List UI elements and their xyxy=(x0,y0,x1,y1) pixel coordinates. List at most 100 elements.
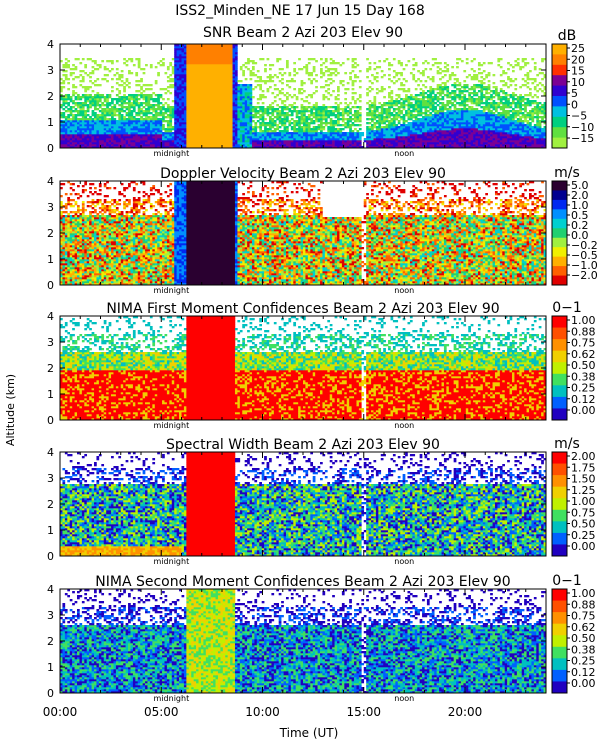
heatmap-cell xyxy=(528,265,532,268)
heatmap-cell xyxy=(81,78,85,81)
heatmap-cell xyxy=(249,140,253,143)
heatmap-cell xyxy=(429,114,433,117)
heatmap-cell xyxy=(524,279,527,282)
heatmap-cell xyxy=(242,120,250,123)
heatmap-cell xyxy=(266,146,270,149)
heatmap-cell xyxy=(179,124,182,127)
heatmap-cell xyxy=(152,110,156,113)
heatmap-cell xyxy=(356,98,360,101)
heatmap-cell xyxy=(132,271,139,274)
heatmap-cell xyxy=(490,279,493,282)
heatmap-cell xyxy=(431,100,435,103)
heatmap-cell xyxy=(60,263,68,266)
heatmap-cell xyxy=(315,279,318,282)
heatmap-cell xyxy=(490,116,496,119)
heatmap-cell xyxy=(115,100,122,103)
heatmap-cell xyxy=(137,275,146,278)
heatmap-cell xyxy=(176,96,180,99)
heatmap-cell xyxy=(247,58,250,61)
heatmap-cell xyxy=(490,263,493,266)
heatmap-cell xyxy=(237,110,241,113)
heatmap-cell xyxy=(232,144,236,147)
heatmap-cell xyxy=(74,76,80,79)
heatmap-cell xyxy=(383,277,386,280)
heatmap-cell xyxy=(239,94,243,97)
heatmap-cell xyxy=(123,100,126,103)
heatmap-cell xyxy=(436,283,440,286)
heatmap-cell xyxy=(412,138,416,141)
heatmap-cell xyxy=(344,265,348,268)
heatmap-cell xyxy=(451,273,459,276)
heatmap-cell xyxy=(295,275,299,278)
heatmap-cell xyxy=(409,281,413,284)
heatmap-cell xyxy=(499,106,510,109)
heatmap-cell xyxy=(181,108,187,111)
heatmap-cell xyxy=(494,108,498,111)
heatmap-cell xyxy=(373,134,377,137)
heatmap-cell xyxy=(487,108,491,111)
heatmap-cell xyxy=(305,136,309,139)
heatmap-cell xyxy=(273,96,277,99)
heatmap-cell xyxy=(511,124,515,127)
heatmap-cell xyxy=(115,134,122,137)
heatmap-cell xyxy=(456,94,462,97)
heatmap-cell xyxy=(448,279,457,282)
heatmap-cell xyxy=(448,142,452,145)
heatmap-cell xyxy=(232,84,238,87)
heatmap-cell xyxy=(373,273,377,276)
heatmap-cell xyxy=(349,116,352,119)
heatmap-cell xyxy=(123,62,126,65)
heatmap-cell xyxy=(339,138,343,141)
heatmap-cell xyxy=(310,128,318,131)
heatmap-cell xyxy=(118,279,122,282)
heatmap-cell xyxy=(183,277,187,280)
heatmap-cell xyxy=(528,104,532,107)
heatmap-cell xyxy=(504,82,508,85)
heatmap-cell xyxy=(149,132,153,135)
heatmap-cell xyxy=(247,279,250,282)
heatmap-cell xyxy=(429,120,433,123)
heatmap-cell xyxy=(251,114,258,117)
heatmap-cell xyxy=(242,279,248,282)
heatmap-cell xyxy=(181,269,187,272)
heatmap-cell xyxy=(441,90,445,93)
heatmap-cell xyxy=(324,118,328,121)
heatmap-cell xyxy=(186,269,236,272)
heatmap-cell xyxy=(536,283,540,286)
heatmap-cell xyxy=(485,74,491,77)
heatmap-cell xyxy=(434,279,437,282)
heatmap-cell xyxy=(181,66,187,69)
heatmap-cell xyxy=(368,265,372,268)
heatmap-cell xyxy=(499,98,508,101)
heatmap-cell xyxy=(293,277,297,280)
heatmap-cell xyxy=(366,102,369,105)
heatmap-cell xyxy=(118,96,122,99)
heatmap-cell xyxy=(524,120,530,123)
heatmap-cell xyxy=(531,271,535,274)
heatmap-cell xyxy=(375,142,379,145)
heatmap-cell xyxy=(147,124,151,127)
heatmap-cell xyxy=(473,100,476,103)
heatmap-cell xyxy=(94,122,97,125)
heatmap-cell xyxy=(519,142,535,145)
heatmap-cell xyxy=(312,265,316,268)
heatmap-cell xyxy=(439,126,442,129)
heatmap-cell xyxy=(135,118,141,121)
heatmap-cell xyxy=(259,126,262,129)
heatmap-cell xyxy=(251,62,258,65)
heatmap-cell xyxy=(101,110,114,113)
heatmap-cell xyxy=(247,68,250,71)
heatmap-cell xyxy=(368,283,372,286)
heatmap-cell xyxy=(140,92,143,95)
heatmap-cell xyxy=(402,136,406,139)
heatmap-cell xyxy=(60,112,63,115)
heatmap-cell xyxy=(480,94,484,97)
heatmap-cell xyxy=(276,110,282,113)
heatmap-cell xyxy=(322,267,328,270)
heatmap-cell xyxy=(460,86,464,89)
heatmap-cell xyxy=(174,72,187,75)
heatmap-cell xyxy=(524,102,532,105)
heatmap-cell xyxy=(74,281,78,284)
heatmap-cell xyxy=(162,104,165,107)
heatmap-cell xyxy=(499,108,505,111)
